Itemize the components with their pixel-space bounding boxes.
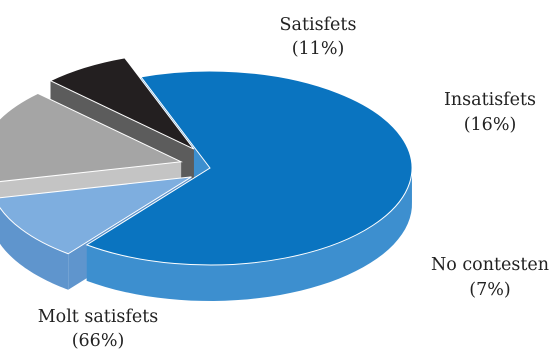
label-satisfets-pct: (11%)	[292, 39, 345, 59]
slice-insatisfets	[0, 92, 183, 183]
label-no-contesten-pct: (7%)	[469, 280, 510, 300]
slice-side-satisfets-0	[0, 207, 69, 290]
slice-side-molt-satisfets-0	[86, 166, 412, 301]
pie-slices	[0, 57, 413, 301]
label-molt-satisfets-name: Molt satisfets	[38, 307, 159, 327]
slice-molt-satisfets	[85, 70, 413, 266]
label-insatisfets-name: Insatisfets	[444, 90, 536, 110]
label-no-contesten-name: No contesten	[431, 255, 549, 275]
slice-satisfets	[0, 176, 192, 255]
label-satisfets-name: Satisfets	[280, 15, 357, 35]
slice-no-contesten	[49, 57, 195, 150]
label-insatisfets-pct: (16%)	[464, 115, 517, 135]
label-molt-satisfets-pct: (66%)	[72, 331, 125, 351]
